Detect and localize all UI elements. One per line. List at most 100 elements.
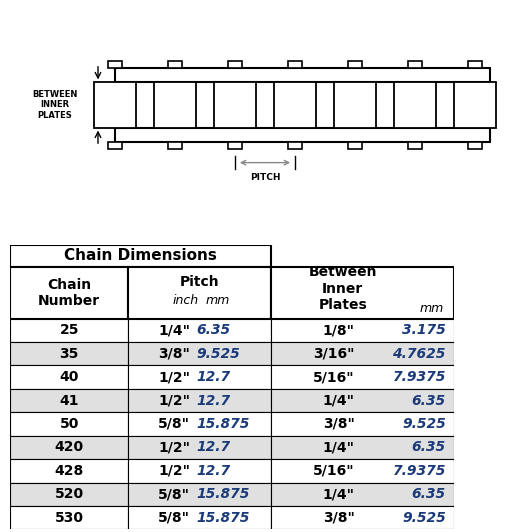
Text: 428: 428 [55, 464, 84, 478]
Bar [271, 483, 454, 506]
Bar [115, 128, 490, 142]
Text: 1/4": 1/4" [322, 394, 355, 408]
Bar [108, 61, 122, 68]
Bar [128, 436, 271, 459]
Bar [468, 61, 482, 68]
Text: 3.175: 3.175 [402, 323, 446, 337]
Bar [10, 506, 128, 529]
Text: 9.525: 9.525 [196, 347, 240, 361]
Text: 25: 25 [59, 323, 79, 337]
Bar [274, 82, 316, 128]
Bar [128, 342, 271, 365]
Bar [128, 506, 271, 529]
Text: 6.35: 6.35 [412, 394, 446, 408]
Bar [128, 365, 271, 389]
Bar [454, 82, 496, 128]
Bar [271, 267, 454, 319]
Text: 3/8": 3/8" [158, 347, 190, 361]
Bar [271, 412, 454, 436]
Text: 15.875: 15.875 [196, 511, 249, 525]
Text: 1/2": 1/2" [158, 464, 190, 478]
Bar [128, 319, 271, 342]
Bar [408, 61, 422, 68]
Text: Between
Inner
Plates: Between Inner Plates [309, 265, 377, 312]
Text: 3/16": 3/16" [313, 347, 355, 361]
Text: 530: 530 [55, 511, 84, 525]
Text: 7.9375: 7.9375 [392, 370, 446, 384]
Text: 15.875: 15.875 [196, 417, 249, 431]
Text: 5/16": 5/16" [313, 370, 355, 384]
Bar [271, 319, 454, 342]
Bar [168, 142, 182, 149]
Bar [115, 68, 490, 82]
Text: mm: mm [205, 294, 230, 307]
Text: 12.7: 12.7 [196, 394, 230, 408]
Bar [128, 459, 271, 483]
Text: 41: 41 [59, 394, 79, 408]
Text: 5/16": 5/16" [313, 464, 355, 478]
Bar [271, 506, 454, 529]
Text: BETWEEN
INNER
PLATES: BETWEEN INNER PLATES [32, 90, 78, 120]
Text: 6.35: 6.35 [196, 323, 230, 337]
Bar [168, 61, 182, 68]
Text: 1/2": 1/2" [158, 370, 190, 384]
Text: 40: 40 [60, 370, 79, 384]
Text: 5/8": 5/8" [158, 487, 190, 501]
Bar [10, 342, 128, 365]
Text: PITCH: PITCH [250, 173, 280, 182]
Text: Chain Dimensions: Chain Dimensions [64, 248, 217, 263]
Text: 50: 50 [60, 417, 79, 431]
Bar [408, 142, 422, 149]
Bar [271, 459, 454, 483]
Bar [10, 389, 128, 412]
Bar [10, 412, 128, 436]
Bar [10, 365, 128, 389]
Text: 35: 35 [60, 347, 79, 361]
Bar [128, 483, 271, 506]
Text: 1/4": 1/4" [158, 323, 190, 337]
Bar [10, 245, 271, 267]
Text: 3/8": 3/8" [323, 417, 355, 431]
Bar [128, 389, 271, 412]
Text: 1/8": 1/8" [322, 323, 355, 337]
Bar [334, 82, 376, 128]
Text: 1/4": 1/4" [322, 440, 355, 454]
Text: mm: mm [420, 302, 444, 315]
Text: 4.7625: 4.7625 [392, 347, 446, 361]
Bar [271, 365, 454, 389]
Bar [271, 342, 454, 365]
Text: 12.7: 12.7 [196, 440, 230, 454]
Bar [228, 142, 242, 149]
Text: 520: 520 [55, 487, 84, 501]
Text: 12.7: 12.7 [196, 370, 230, 384]
Text: 5/8": 5/8" [158, 511, 190, 525]
Bar [154, 82, 196, 128]
Bar [10, 319, 128, 342]
Bar [108, 142, 122, 149]
Bar [348, 142, 362, 149]
Bar [271, 389, 454, 412]
Text: 5/8": 5/8" [158, 417, 190, 431]
Text: 6.35: 6.35 [412, 440, 446, 454]
Text: 1/2": 1/2" [158, 440, 190, 454]
Text: inch: inch [173, 294, 199, 307]
Bar [271, 436, 454, 459]
Text: 1/2": 1/2" [158, 394, 190, 408]
Text: 6.35: 6.35 [412, 487, 446, 501]
Text: 7.9375: 7.9375 [392, 464, 446, 478]
Text: 9.525: 9.525 [402, 417, 446, 431]
Bar [214, 82, 256, 128]
Text: Chain
Number: Chain Number [38, 278, 100, 307]
Bar [394, 82, 436, 128]
Bar [228, 61, 242, 68]
Text: 9.525: 9.525 [402, 511, 446, 525]
Text: 1/4": 1/4" [322, 487, 355, 501]
Bar [128, 412, 271, 436]
Bar [10, 459, 128, 483]
Bar [348, 61, 362, 68]
Bar [128, 267, 271, 319]
Text: 420: 420 [55, 440, 84, 454]
Bar [288, 142, 302, 149]
Bar [288, 61, 302, 68]
Text: 15.875: 15.875 [196, 487, 249, 501]
